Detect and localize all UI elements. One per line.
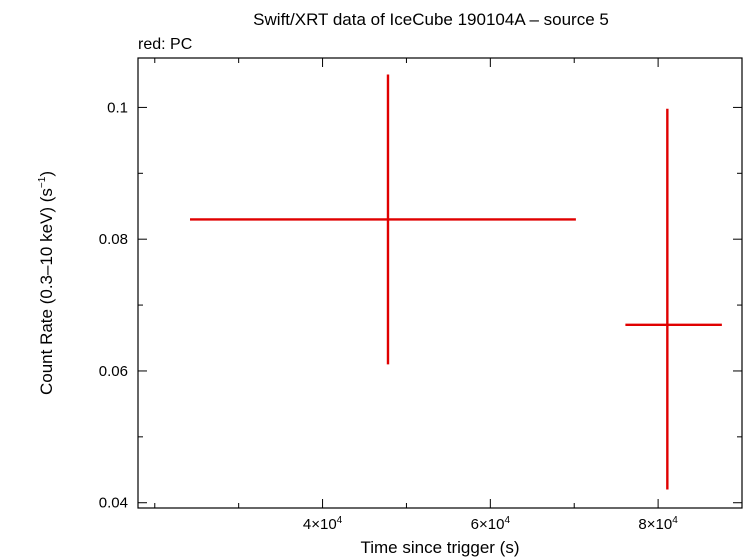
y-tick-label: 0.1 bbox=[107, 99, 128, 116]
chart-title: Swift/XRT data of IceCube 190104A – sour… bbox=[253, 10, 609, 29]
y-axis-label-close: ) bbox=[37, 171, 56, 177]
data-marks bbox=[190, 74, 722, 490]
data-point bbox=[625, 108, 722, 490]
data-point bbox=[190, 74, 576, 365]
y-axis-label-superscript: −1 bbox=[37, 176, 48, 188]
x-tick-label: 8×104 bbox=[638, 515, 678, 533]
y-tick-label: 0.06 bbox=[99, 363, 128, 380]
x-axis-label: Time since trigger (s) bbox=[360, 538, 519, 557]
plot-frame bbox=[137, 57, 743, 509]
x-tick-label: 4×104 bbox=[303, 515, 343, 533]
axis-ticks: 0.04 0.06 0.08 0.1 4×104 6×104 8×104 bbox=[99, 58, 743, 533]
x-tick-label: 6×104 bbox=[471, 515, 511, 533]
y-axis-label: Count Rate (0.3–10 keV) (s−1) bbox=[37, 171, 56, 395]
y-tick-label: 0.08 bbox=[99, 231, 128, 248]
y-axis-label-main: Count Rate (0.3–10 keV) (s bbox=[37, 188, 56, 395]
chart-subtitle: red: PC bbox=[138, 36, 192, 53]
y-tick-label: 0.04 bbox=[99, 495, 128, 512]
